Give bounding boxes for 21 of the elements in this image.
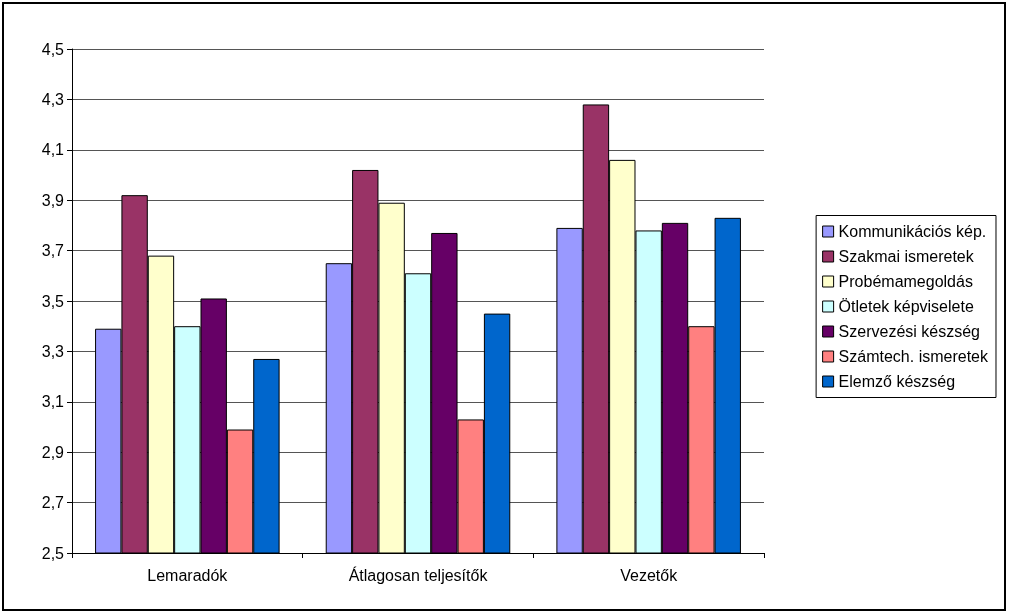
y-tick-label: 4,3	[41, 90, 65, 108]
legend-label: Számtech. ismeretek	[838, 348, 989, 365]
legend-label: Szervezési készség	[838, 323, 981, 340]
legend-label: Elemző készség	[838, 373, 956, 390]
y-tick-label: 4,5	[41, 40, 65, 58]
y-tick-label: 2,7	[41, 494, 65, 512]
legend-label: Kommunikációs kép.	[838, 223, 987, 240]
y-tick-label: 3,3	[41, 342, 65, 360]
x-tick-label: Vezetők	[620, 566, 679, 584]
x-tick-label: Átlagosan teljesítők	[348, 565, 489, 584]
y-tick-label: 3,9	[41, 191, 65, 209]
y-tick-label: 3,7	[41, 242, 65, 260]
x-tick-label: Lemaradók	[147, 566, 229, 584]
y-tick-label: 4,1	[41, 141, 65, 159]
legend-label: Ötletek képviselete	[838, 298, 974, 315]
y-tick-label: 3,1	[41, 393, 65, 411]
y-tick-label: 3,5	[41, 292, 65, 310]
y-tick-label: 2,9	[41, 443, 65, 461]
legend-label: Szakmai ismeretek	[838, 248, 975, 265]
legend-label: Probémamegoldás	[838, 273, 973, 290]
y-tick-label: 2,5	[41, 544, 65, 562]
